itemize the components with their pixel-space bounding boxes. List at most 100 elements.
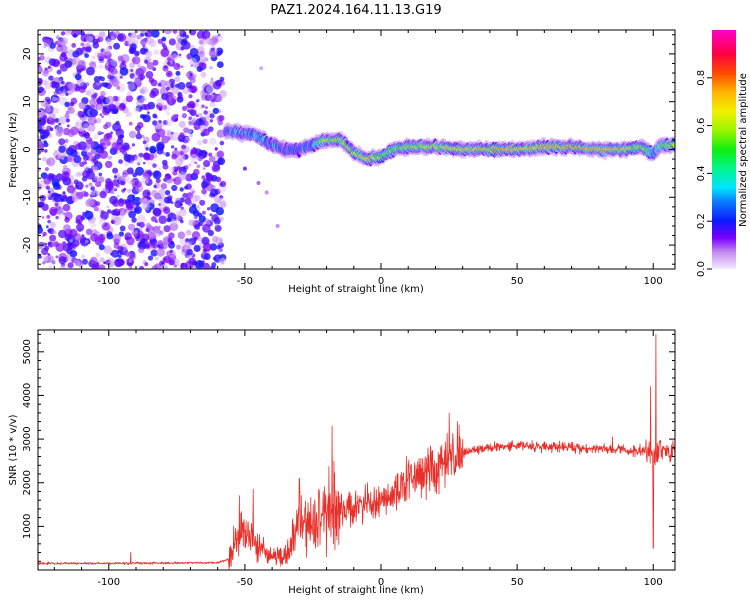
noise-cell <box>113 30 120 36</box>
noise-cell <box>67 262 74 269</box>
noise-cell <box>81 176 88 182</box>
noise-cell <box>175 90 179 94</box>
noise-cell <box>41 156 47 162</box>
noise-cell <box>163 30 173 35</box>
noise-cell <box>85 140 95 149</box>
noise-cell <box>46 215 51 219</box>
noise-cell <box>139 237 146 244</box>
noise-cell <box>213 196 222 204</box>
noise-cell <box>201 175 206 180</box>
noise-cell <box>112 167 119 174</box>
noise-cell <box>61 171 70 180</box>
noise-cell <box>86 66 95 76</box>
noise-cell <box>157 229 165 236</box>
noise-cell <box>178 120 186 128</box>
noise-cell <box>98 31 106 38</box>
noise-cell <box>105 160 113 169</box>
noise-cell <box>101 107 110 116</box>
noise-cell <box>188 100 196 108</box>
noise-cell <box>106 205 110 209</box>
noise-cell <box>64 101 70 108</box>
noise-cell <box>92 166 99 173</box>
noise-cell <box>42 69 49 77</box>
noise-cell <box>85 46 92 53</box>
noise-cell <box>145 147 149 151</box>
noise-cell <box>90 186 95 191</box>
noise-cell <box>84 210 94 220</box>
y-tick-label: -20 <box>22 237 33 253</box>
noise-cell <box>49 118 56 126</box>
noise-cell <box>143 161 146 165</box>
noise-cell <box>151 216 157 222</box>
noise-cell <box>51 58 60 68</box>
noise-cell <box>59 265 66 269</box>
noise-cell <box>198 37 207 47</box>
noise-cell <box>109 67 118 75</box>
scatter-cell <box>275 224 280 228</box>
noise-cell <box>209 101 216 108</box>
noise-cell <box>42 79 48 86</box>
noise-cell <box>195 114 199 118</box>
noise-cell <box>53 193 63 203</box>
noise-cell <box>118 200 125 207</box>
noise-cell <box>146 36 154 45</box>
noise-cell <box>163 255 171 264</box>
noise-cell <box>49 234 57 242</box>
noise-cell <box>64 113 70 119</box>
noise-cell <box>148 30 153 33</box>
noise-cell <box>208 155 216 163</box>
noise-cell <box>179 150 184 156</box>
noise-cell <box>188 57 197 67</box>
noise-cell <box>188 94 193 99</box>
noise-cell <box>209 65 213 70</box>
noise-cell <box>93 206 99 212</box>
noise-cell <box>109 189 115 195</box>
noise-cell <box>188 88 192 93</box>
y-tick-label: 5000 <box>22 339 33 364</box>
noise-cell <box>218 115 225 122</box>
noise-cell <box>190 148 197 155</box>
noise-cell <box>209 213 213 217</box>
noise-cell <box>78 192 84 197</box>
noise-cell <box>186 248 193 256</box>
noise-cell <box>192 190 195 194</box>
noise-cell <box>145 71 154 79</box>
noise-cell <box>168 232 175 239</box>
noise-cell <box>52 230 57 235</box>
noise-cell <box>142 140 147 145</box>
noise-cell <box>84 53 89 58</box>
noise-cell <box>185 229 192 236</box>
noise-cell <box>182 105 188 111</box>
noise-cell <box>145 244 150 249</box>
noise-cell <box>156 128 166 138</box>
noise-cell <box>153 184 157 189</box>
noise-cell <box>101 115 104 119</box>
noise-cell <box>171 153 178 160</box>
noise-cell <box>168 241 175 249</box>
noise-cell <box>64 138 69 144</box>
noise-cell <box>161 36 167 42</box>
noise-cell <box>40 100 48 108</box>
noise-cell <box>145 227 150 233</box>
noise-cell <box>174 200 183 209</box>
x-tick-label: 50 <box>511 577 524 588</box>
noise-cell <box>139 47 147 55</box>
noise-cell <box>151 30 160 38</box>
scatter-cell <box>259 66 264 71</box>
noise-cell <box>89 98 97 106</box>
noise-cell <box>54 40 60 45</box>
noise-cell <box>96 38 101 43</box>
noise-cell <box>157 167 161 171</box>
noise-cell <box>38 217 41 221</box>
noise-cell <box>152 163 157 168</box>
noise-cell <box>158 215 167 224</box>
noise-cell <box>99 150 108 159</box>
noise-cell <box>119 75 123 79</box>
noise-cell <box>125 111 132 118</box>
noise-cell <box>58 138 66 146</box>
noise-cell <box>141 95 148 102</box>
noise-cell <box>110 252 113 256</box>
noise-cell <box>89 108 98 118</box>
noise-cell <box>187 163 192 167</box>
